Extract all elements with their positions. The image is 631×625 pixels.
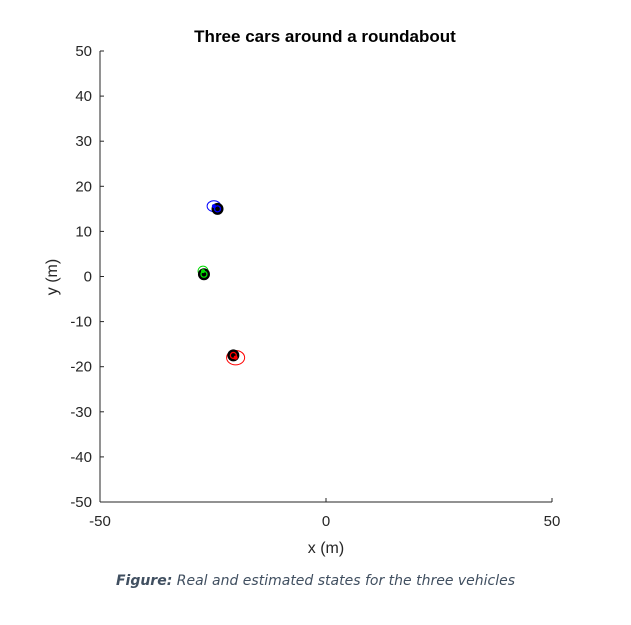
real-state-marker bbox=[197, 268, 210, 281]
y-tick-label: -30 bbox=[70, 404, 92, 421]
caption-text: Real and estimated states for the three … bbox=[172, 573, 516, 589]
caption-label: Figure: bbox=[115, 573, 173, 589]
y-tick-label: 50 bbox=[75, 43, 92, 60]
y-tick-label: -20 bbox=[70, 359, 92, 376]
y-tick-label: 20 bbox=[75, 178, 92, 195]
y-tick-label: 0 bbox=[84, 269, 92, 286]
vehicle-group bbox=[226, 349, 246, 366]
y-tick-label: 30 bbox=[75, 133, 92, 150]
x-tick-label: 0 bbox=[322, 513, 330, 530]
y-tick-label: 10 bbox=[75, 223, 92, 240]
x-tick-label: -50 bbox=[89, 513, 111, 530]
y-tick-label: -40 bbox=[70, 449, 92, 466]
estimated-state-marker bbox=[201, 269, 206, 274]
real-state-ring bbox=[229, 351, 237, 360]
vehicle-markers bbox=[197, 200, 246, 366]
real-state-marker bbox=[227, 349, 240, 362]
chart: Three cars around a roundabout 50 40 30 20 1… bbox=[44, 27, 560, 557]
estimated-state-marker bbox=[233, 355, 238, 360]
y-tick-label: -10 bbox=[70, 314, 92, 331]
x-tick-label: 50 bbox=[544, 513, 561, 530]
vehicle-group bbox=[197, 265, 210, 281]
y-tick-label: -50 bbox=[70, 494, 92, 511]
y-axis-label: y (m) bbox=[44, 259, 61, 295]
figure-caption: Figure: Real and estimated states for th… bbox=[0, 573, 631, 589]
chart-title: Three cars around a roundabout bbox=[194, 27, 456, 46]
real-state-ring bbox=[213, 205, 222, 213]
y-ticks: 50 40 30 20 10 0 -10 -20 -30 -40 -50 bbox=[70, 43, 104, 511]
y-tick-label: 40 bbox=[75, 88, 92, 105]
x-ticks: -50 0 50 bbox=[89, 498, 560, 530]
x-axis-label: x (m) bbox=[308, 540, 344, 557]
estimated-state-marker bbox=[211, 204, 216, 209]
vehicle-group bbox=[206, 200, 224, 215]
